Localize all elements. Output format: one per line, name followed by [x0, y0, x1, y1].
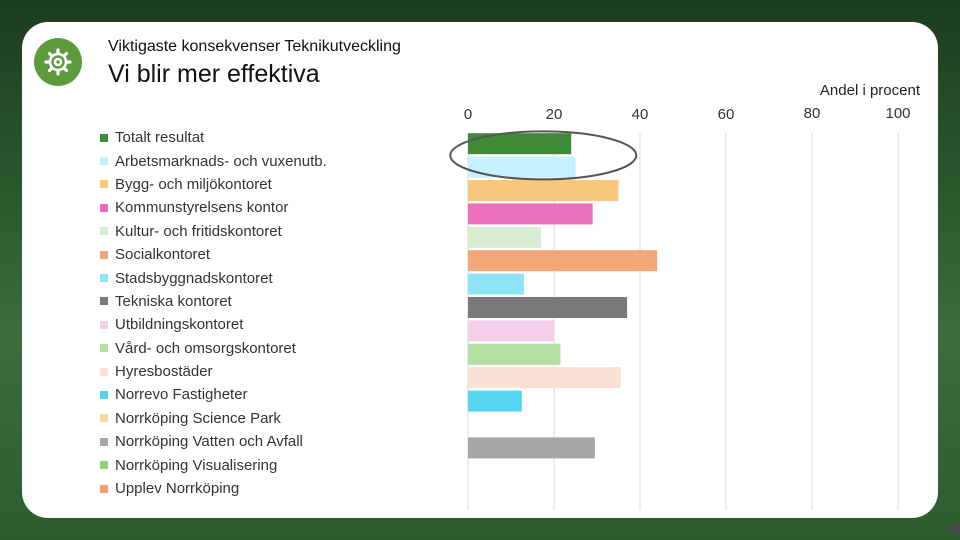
- chart-legend: Totalt resultat Arbetsmarknads- och vuxen…: [100, 126, 327, 500]
- legend-label: Norrevo Fastigheter: [115, 386, 248, 404]
- bar: [468, 273, 524, 295]
- legend-item: Kommunstyrelsens kontor: [100, 196, 327, 219]
- legend-item: Norrköping Visualisering: [100, 453, 327, 476]
- highlight-ellipse: [449, 130, 638, 181]
- legend-item: Vård- och omsorgskontoret: [100, 337, 327, 360]
- corner-mark: [950, 524, 960, 532]
- x-tick-label: 100: [885, 105, 910, 122]
- legend-label: Norrköping Science Park: [115, 409, 281, 427]
- legend-label: Bygg- och miljökontoret: [115, 175, 272, 193]
- bar: [468, 390, 522, 412]
- legend-swatch: [100, 320, 108, 329]
- legend-item: Utbildningskontoret: [100, 313, 327, 336]
- x-tick-label: 80: [804, 105, 821, 122]
- bar: [468, 320, 554, 342]
- bar: [468, 297, 628, 318]
- legend-swatch: [100, 367, 108, 376]
- legend-label: Kommunstyrelsens kontor: [115, 199, 289, 217]
- bar: [468, 226, 542, 248]
- legend-item: Norrevo Fastigheter: [100, 383, 327, 406]
- legend-swatch: [100, 227, 108, 236]
- legend-item: Hyresbostäder: [100, 360, 327, 383]
- legend-label: Tekniska kontoret: [115, 292, 232, 310]
- legend-label: Arbetsmarknads- och vuxenutb.: [115, 152, 327, 170]
- legend-swatch: [100, 484, 108, 493]
- legend-swatch: [100, 133, 108, 142]
- legend-swatch: [100, 437, 108, 446]
- x-tick-label: 0: [464, 106, 472, 123]
- logo-badge: [34, 38, 82, 86]
- legend-swatch: [100, 461, 108, 470]
- legend-item: Socialkontoret: [100, 243, 327, 266]
- legend-label: Totalt resultat: [115, 129, 205, 147]
- bar: [468, 180, 619, 201]
- slide-title: Vi blir mer effektiva: [108, 60, 320, 88]
- legend-label: Kultur- och fritidskontoret: [115, 222, 282, 240]
- legend-item: Kultur- och fritidskontoret: [100, 220, 327, 243]
- slide-subtitle: Viktigaste konsekvenser Teknikutveckling: [108, 38, 401, 55]
- bar: [468, 133, 572, 155]
- legend-item: Stadsbyggnadskontoret: [100, 266, 327, 289]
- legend-label: Vård- och omsorgskontoret: [115, 339, 296, 357]
- legend-swatch: [100, 414, 108, 423]
- bar-chart: 0 20 40 60 80 100: [449, 105, 911, 510]
- legend-item: Upplev Norrköping: [100, 477, 327, 500]
- bar: [468, 250, 658, 272]
- legend-label: Norrköping Vatten och Avfall: [115, 433, 303, 451]
- legend-swatch: [100, 250, 108, 259]
- x-axis-title: Andel i procent: [819, 82, 920, 99]
- legend-item: Totalt resultat: [100, 126, 327, 149]
- legend-swatch: [100, 157, 108, 166]
- bar: [468, 437, 595, 459]
- legend-item: Norrköping Vatten och Avfall: [100, 430, 327, 453]
- legend-swatch: [100, 390, 108, 399]
- legend-item: Norrköping Science Park: [100, 407, 327, 430]
- legend-item: Tekniska kontoret: [100, 290, 327, 313]
- legend-swatch: [100, 344, 108, 353]
- x-tick-label: 60: [718, 106, 735, 123]
- legend-swatch: [100, 203, 108, 212]
- bar: [468, 203, 593, 225]
- bar: [468, 343, 561, 365]
- legend-swatch: [100, 180, 108, 189]
- slide-card: Viktigaste konsekvenser Teknikutveckling…: [22, 22, 938, 518]
- x-tick-label: 40: [632, 106, 649, 123]
- legend-label: Utbildningskontoret: [115, 316, 244, 334]
- legend-label: Socialkontoret: [115, 246, 211, 264]
- bar: [468, 156, 576, 178]
- legend-item: Bygg- och miljökontoret: [100, 173, 327, 196]
- legend-label: Upplev Norrköping: [115, 480, 240, 498]
- legend-swatch: [100, 297, 108, 306]
- legend-label: Stadsbyggnadskontoret: [115, 269, 273, 287]
- legend-swatch: [100, 274, 108, 283]
- legend-label: Hyresbostäder: [115, 363, 213, 381]
- gear-icon: [44, 48, 72, 76]
- x-tick-label: 20: [546, 106, 563, 123]
- legend-item: Arbetsmarknads- och vuxenutb.: [100, 149, 327, 172]
- legend-label: Norrköping Visualisering: [115, 456, 278, 474]
- bar: [468, 367, 621, 389]
